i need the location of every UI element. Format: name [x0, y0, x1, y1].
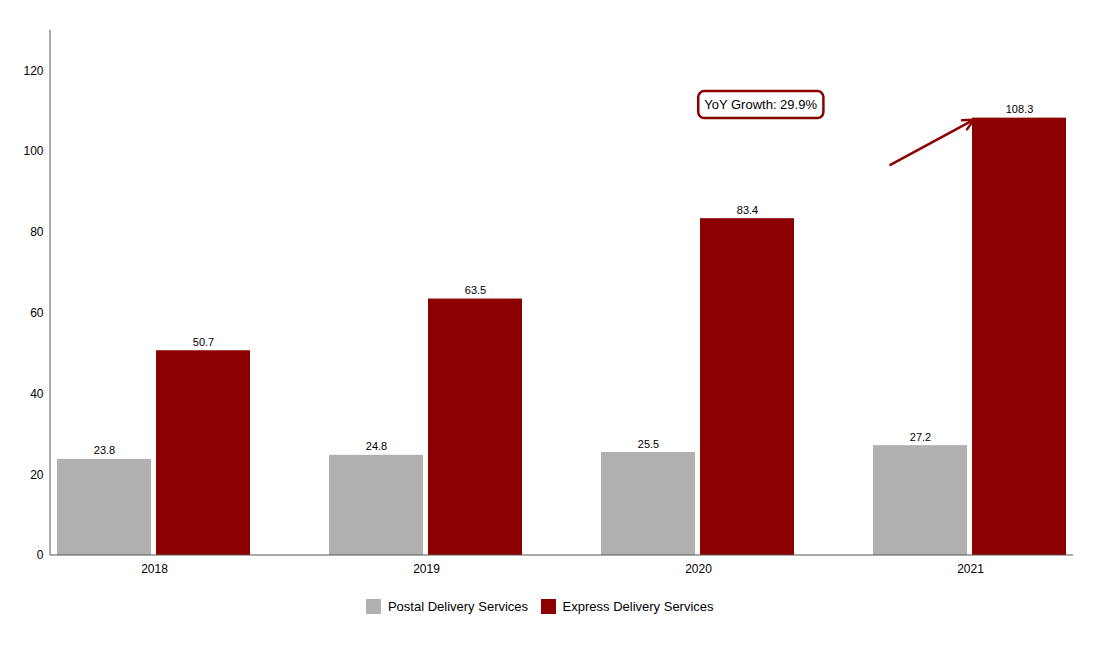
svg-text:63.5: 63.5 [465, 284, 486, 296]
svg-text:23.8: 23.8 [94, 444, 115, 456]
svg-text:YoY Growth: 29.9%: YoY Growth: 29.9% [704, 97, 817, 112]
svg-text:60: 60 [30, 306, 44, 320]
svg-text:2021: 2021 [957, 562, 984, 576]
svg-text:0: 0 [37, 548, 44, 562]
svg-text:2018: 2018 [141, 562, 168, 576]
svg-text:20: 20 [30, 468, 44, 482]
svg-text:120: 120 [23, 64, 43, 78]
svg-text:25.5: 25.5 [638, 438, 659, 450]
svg-text:50.7: 50.7 [193, 336, 214, 348]
html-text:Express Delivery Services: Express Delivery Services [562, 599, 714, 614]
svg-text:2020: 2020 [685, 562, 712, 576]
svg-text:2019: 2019 [413, 562, 440, 576]
svg-text:108.3: 108.3 [1006, 103, 1034, 115]
svg-text:27.2: 27.2 [910, 431, 931, 443]
svg-text:40: 40 [30, 387, 44, 401]
svg-text:80: 80 [30, 225, 44, 239]
svg-text:83.4: 83.4 [737, 204, 758, 216]
svg-text:24.8: 24.8 [366, 440, 387, 452]
svg-text:100: 100 [23, 144, 43, 158]
html-text:Postal Delivery Services: Postal Delivery Services [387, 599, 529, 614]
